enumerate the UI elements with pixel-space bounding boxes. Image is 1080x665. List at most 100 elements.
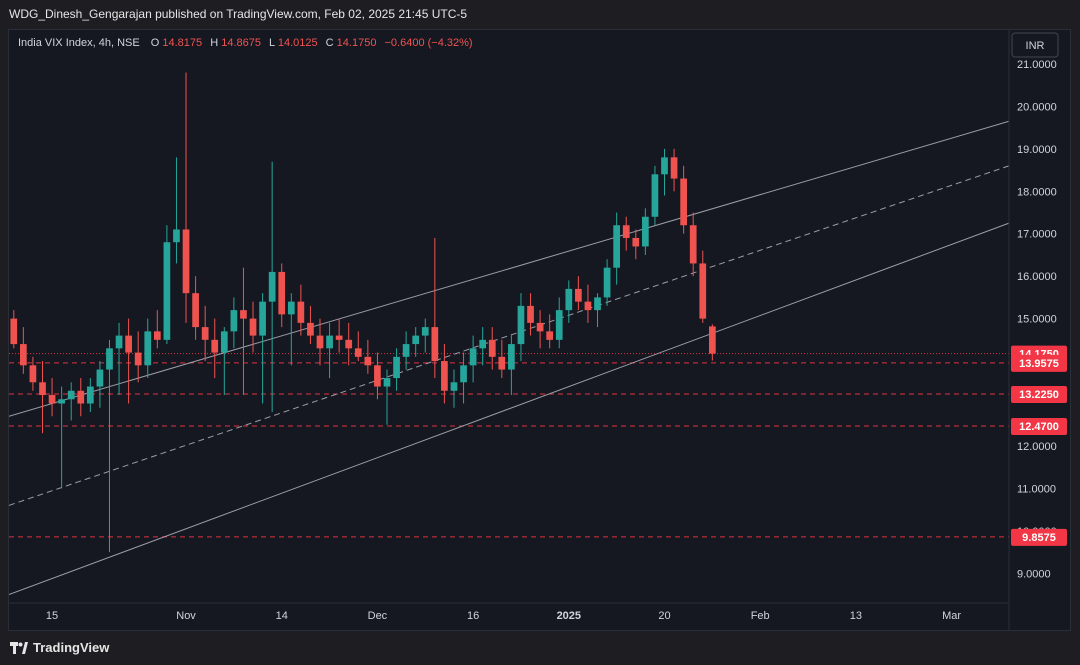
candle-body bbox=[441, 361, 448, 391]
candle-body bbox=[86, 386, 94, 404]
legend-symbol: India VIX Index, 4h, NSE bbox=[18, 37, 140, 49]
svg-text:India VIX Index, 4h, NSE: India VIX Index, 4h, NSE O 14.8175 H 14.… bbox=[18, 37, 473, 49]
footer: TradingView bbox=[0, 632, 1080, 665]
candle-body bbox=[527, 305, 534, 323]
candle-body bbox=[393, 356, 400, 379]
candle-body bbox=[259, 301, 266, 336]
candle-body bbox=[326, 335, 333, 349]
candle-body bbox=[125, 335, 132, 353]
candle-body bbox=[39, 382, 46, 396]
candle-body bbox=[546, 331, 554, 340]
price-tag bbox=[1011, 385, 1067, 403]
legend: India VIX Index, 4h, NSE O 14.8175 H 14.… bbox=[18, 37, 473, 49]
time-tick-label: Nov bbox=[176, 610, 196, 622]
tradingview-logo[interactable]: TradingView bbox=[10, 640, 109, 655]
legend-change: −0.6400 (−4.32%) bbox=[385, 37, 473, 49]
candle-body bbox=[632, 237, 640, 247]
price-tick-label: 16.0000 bbox=[1017, 271, 1057, 283]
candle-body bbox=[651, 174, 659, 217]
candle-body bbox=[58, 399, 65, 404]
candle-body bbox=[622, 225, 630, 238]
candle-body bbox=[469, 348, 477, 366]
tradingview-brand: TradingView bbox=[33, 640, 110, 655]
candle-body bbox=[48, 395, 56, 404]
candle-body bbox=[354, 348, 362, 357]
legend-low-value: 14.0125 bbox=[278, 37, 318, 49]
candle-body bbox=[96, 369, 104, 387]
candle-body bbox=[584, 301, 592, 311]
candle-body bbox=[479, 339, 487, 349]
candle-body bbox=[680, 178, 687, 226]
price-levels bbox=[9, 353, 1009, 538]
candle-body bbox=[709, 326, 716, 354]
candle-body bbox=[412, 335, 420, 345]
candle-body bbox=[29, 365, 37, 383]
candle-body bbox=[10, 318, 18, 345]
channel-middle-line bbox=[8, 165, 1010, 506]
candle-body bbox=[374, 365, 381, 387]
candle-body bbox=[345, 339, 353, 349]
currency-button[interactable]: INR bbox=[1011, 32, 1059, 58]
candle-body bbox=[555, 310, 563, 340]
candle-body bbox=[211, 339, 219, 353]
candle-body bbox=[230, 310, 238, 332]
candle-body bbox=[536, 322, 544, 332]
time-tick-label: 2025 bbox=[557, 610, 581, 622]
candle-body bbox=[287, 301, 295, 315]
price-tick-label: 19.0000 bbox=[1017, 144, 1057, 156]
candle-body bbox=[316, 335, 324, 349]
price-tag-label: 13.2250 bbox=[1019, 389, 1059, 401]
tradingview-logo-icon bbox=[10, 641, 28, 654]
legend-open-value: 14.8175 bbox=[162, 37, 202, 49]
channel-lower-line bbox=[8, 222, 1010, 595]
candle-body bbox=[498, 356, 506, 370]
candle-body bbox=[603, 267, 611, 298]
legend-open-label: O bbox=[151, 37, 160, 49]
candle-body bbox=[163, 242, 171, 340]
price-tag bbox=[1011, 528, 1067, 546]
candle-body bbox=[249, 318, 257, 336]
price-tag-label: 13.9575 bbox=[1019, 358, 1059, 370]
time-tick-label: 13 bbox=[850, 610, 862, 622]
candle-body bbox=[613, 225, 621, 268]
candle-body bbox=[307, 322, 314, 336]
price-tick-label: 20.0000 bbox=[1017, 101, 1057, 113]
price-tick-label: 12.0000 bbox=[1017, 441, 1057, 453]
candle-body bbox=[383, 378, 391, 387]
candle-body bbox=[77, 390, 85, 404]
time-tick-label: Dec bbox=[368, 610, 388, 622]
candle-body bbox=[278, 271, 286, 315]
candle-body bbox=[144, 331, 152, 366]
price-tick-label: 15.0000 bbox=[1017, 314, 1057, 326]
candle-body bbox=[699, 263, 707, 319]
candle-body bbox=[192, 293, 199, 328]
publisher-line: WDG_Dinesh_Gengarajan published on Tradi… bbox=[9, 7, 468, 21]
price-tick-label: 17.0000 bbox=[1017, 229, 1057, 241]
time-tick-label: Feb bbox=[751, 610, 770, 622]
candle-body bbox=[182, 229, 190, 294]
candle-body bbox=[450, 382, 458, 391]
candle-body bbox=[689, 225, 697, 264]
candle-body bbox=[642, 216, 649, 247]
candle-body bbox=[173, 229, 180, 243]
candle-body bbox=[115, 335, 123, 349]
time-axis[interactable]: 15 Nov 14 Dec 16 2025 20 Feb 13 Mar bbox=[9, 602, 1009, 622]
time-tick-label: Mar bbox=[942, 610, 961, 622]
candle-body bbox=[460, 365, 467, 383]
candle-body bbox=[20, 344, 27, 366]
time-tick-label: 20 bbox=[658, 610, 670, 622]
candle-body bbox=[508, 344, 515, 370]
candlestick-chart[interactable]: 21.0000 20.0000 19.0000 18.0000 17.0000 16.00… bbox=[8, 30, 1070, 630]
candle-body bbox=[297, 301, 305, 323]
legend-high-label: H bbox=[210, 37, 218, 49]
candle-body bbox=[431, 327, 439, 362]
regression-channel[interactable] bbox=[8, 120, 1010, 595]
candle-body bbox=[575, 288, 582, 302]
chart-frame[interactable]: 21.0000 20.0000 19.0000 18.0000 17.0000 16.00… bbox=[8, 29, 1071, 631]
candle-body bbox=[153, 331, 161, 340]
candle-body bbox=[565, 288, 573, 311]
price-tick-label: 11.0000 bbox=[1017, 483, 1056, 495]
candle-body bbox=[268, 271, 276, 302]
candle-body bbox=[240, 310, 247, 319]
